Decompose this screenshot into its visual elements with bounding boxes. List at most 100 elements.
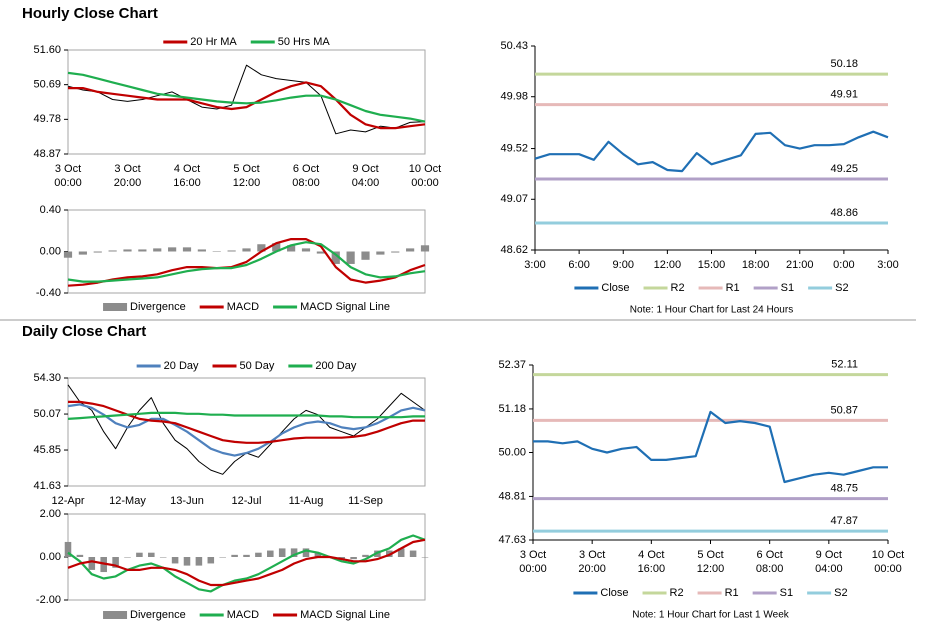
series-line <box>533 410 888 484</box>
legend-label: S2 <box>834 587 847 599</box>
legend-label: Close <box>601 282 629 294</box>
legend-swatch <box>103 611 128 619</box>
divergence-bar <box>76 554 84 557</box>
divergence-bar <box>420 245 430 252</box>
y-tick-label: 0.40 <box>40 204 61 216</box>
divergence-bar <box>231 554 238 557</box>
divergence-bar <box>350 557 357 560</box>
x-tick-label: 08:00 <box>292 177 320 189</box>
legend-label: Close <box>600 587 628 599</box>
level-label: 52.11 <box>831 359 858 371</box>
divergence-bar <box>182 247 192 252</box>
divergence-bar <box>195 557 203 566</box>
divergence-bar <box>267 550 274 557</box>
legend-label: MACD <box>227 609 259 621</box>
divergence-bar <box>397 548 405 557</box>
x-tick-label: 21:00 <box>786 259 814 271</box>
divergence-bar <box>112 557 119 568</box>
legend-label: Divergence <box>130 301 186 313</box>
divergence-bar <box>64 541 72 557</box>
divergence-bar <box>148 552 155 557</box>
x-tick-label: 3 Oct <box>114 163 140 175</box>
series-line <box>67 534 426 593</box>
series-line <box>67 538 426 587</box>
x-tick-label: 4 Oct <box>638 549 664 561</box>
y-tick-label: 48.87 <box>33 148 61 160</box>
legend-label: MACD Signal Line <box>300 301 390 313</box>
divergence-bar <box>93 251 102 253</box>
y-tick-label: 49.98 <box>500 91 528 103</box>
divergence-bar <box>159 557 167 558</box>
x-tick-label: 12:00 <box>654 259 682 271</box>
legend-label: S2 <box>835 282 848 294</box>
divergence-bar <box>287 245 296 252</box>
x-tick-label: 3:00 <box>524 259 545 271</box>
divergence-bar <box>136 552 143 557</box>
x-tick-label: 9 Oct <box>816 549 842 561</box>
x-tick-label: 5 Oct <box>233 163 259 175</box>
series-line <box>67 241 426 283</box>
x-tick-label: 08:00 <box>756 563 784 575</box>
divergence-bar <box>212 251 221 252</box>
divergence-bar <box>361 251 370 260</box>
x-tick-label: 3 Oct <box>579 549 605 561</box>
divergence-bar <box>255 552 262 557</box>
y-tick-label: 50.07 <box>33 408 61 420</box>
legend-label: S1 <box>780 587 793 599</box>
y-tick-label: 0.00 <box>40 245 61 257</box>
plot-frame <box>67 49 426 155</box>
x-tick-label: 10 Oct <box>409 163 441 175</box>
y-tick-label: 51.60 <box>33 44 61 56</box>
x-tick-label: 00:00 <box>519 563 547 575</box>
x-tick-label: 12-Jul <box>232 495 262 507</box>
x-tick-label: 11-Aug <box>289 495 324 507</box>
legend-label: S1 <box>781 282 794 294</box>
legend-label: R2 <box>671 282 685 294</box>
x-tick-label: 12-Apr <box>51 495 84 507</box>
divergence-bar <box>171 557 179 564</box>
x-tick-label: 11-Sep <box>348 495 383 507</box>
divergence-bar <box>227 250 236 252</box>
y-tick-label: 41.63 <box>33 480 61 492</box>
legend: Divergence MACD MACD Signal Line <box>103 301 390 313</box>
legend-label: 20 Day <box>164 360 199 372</box>
level-label: 47.87 <box>830 515 858 527</box>
y-tick-label: 49.78 <box>33 113 61 125</box>
series-line <box>67 71 426 123</box>
divergence-bar <box>153 248 162 252</box>
x-tick-label: 9 Oct <box>352 163 378 175</box>
series-line <box>534 130 889 173</box>
x-tick-label: 12:00 <box>233 177 261 189</box>
legend-swatch <box>103 303 128 311</box>
divergence-bar <box>376 251 385 255</box>
divergence-bar <box>138 249 147 252</box>
section-title: Hourly Close Chart <box>22 5 158 22</box>
divergence-bar <box>242 248 251 252</box>
divergence-bar <box>331 251 340 264</box>
x-tick-label: 04:00 <box>352 177 380 189</box>
x-tick-label: 3 Oct <box>520 549 546 561</box>
section-title: Daily Close Chart <box>22 323 146 340</box>
divergence-bar <box>301 248 311 252</box>
level-label: 48.75 <box>830 483 858 495</box>
legend: 20 Day 50 Day 200 Day <box>136 360 357 372</box>
y-tick-label: -2.00 <box>36 594 61 606</box>
divergence-bar <box>257 244 266 252</box>
y-tick-label: 45.85 <box>33 444 61 456</box>
y-tick-label: 50.69 <box>33 79 61 91</box>
legend-label: R1 <box>726 282 740 294</box>
legend-label: 50 Hrs MA <box>278 36 331 48</box>
divergence-bar <box>406 248 415 252</box>
y-tick-label: 50.43 <box>500 40 528 52</box>
divergence-bar <box>272 243 281 252</box>
divergence-bar <box>409 550 417 557</box>
x-tick-label: 13-Jun <box>170 495 204 507</box>
divergence-bar <box>88 557 96 570</box>
divergence-bar <box>207 557 215 564</box>
y-tick-label: 0.00 <box>40 551 61 563</box>
y-tick-label: 2.00 <box>40 508 61 520</box>
divergence-bar <box>346 251 355 264</box>
x-tick-label: 6 Oct <box>757 549 783 561</box>
